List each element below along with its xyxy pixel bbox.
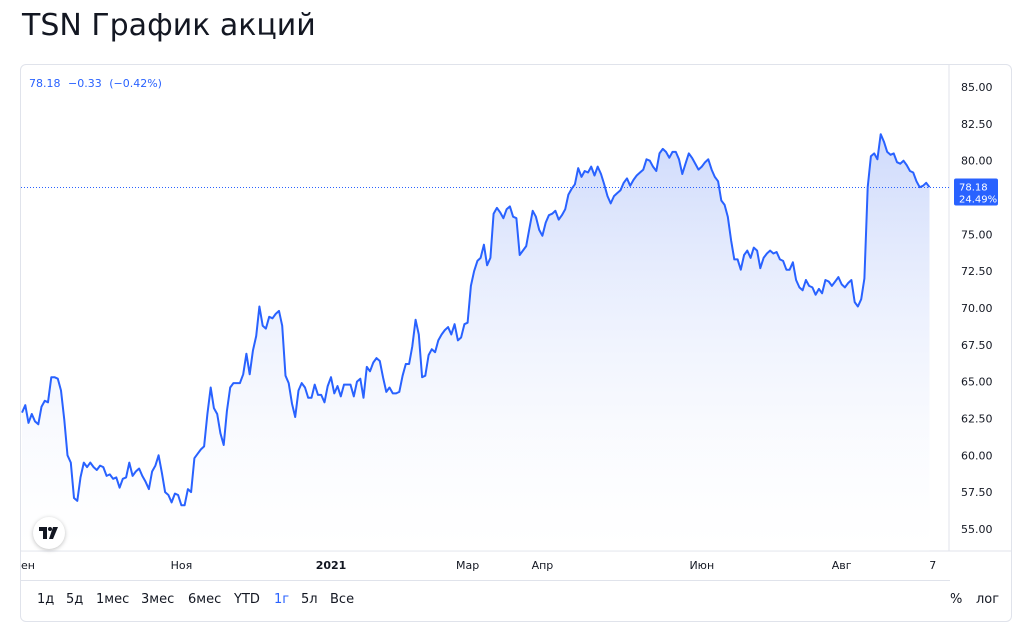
page-title: TSN График акций — [22, 8, 316, 43]
price-line — [21, 133, 931, 507]
y-tick-label: 82.50 — [961, 118, 993, 131]
range-button-all[interactable]: Все — [330, 592, 355, 607]
range-button-3m[interactable]: 3мес — [141, 592, 175, 607]
y-tick-label: 67.50 — [961, 339, 993, 352]
legend-change-pct: (−0.42%) — [109, 77, 162, 90]
range-button-ytd[interactable]: YTD — [234, 592, 260, 607]
y-tick-label: 60.00 — [961, 449, 993, 462]
y-tick-label: 72.50 — [961, 265, 993, 278]
price-badge-percent: 24.49% — [959, 195, 997, 206]
price-area — [22, 134, 930, 551]
x-tick-label: ен — [21, 559, 35, 572]
range-button-5y[interactable]: 5л — [301, 592, 318, 607]
x-tick-label: 7 — [929, 559, 936, 572]
y-tick-label: 55.00 — [961, 523, 993, 536]
price-chart[interactable]: 85.0082.5080.0077.5075.0072.5070.0067.50… — [21, 65, 1011, 621]
x-tick-label: Авг — [832, 559, 852, 572]
range-toolbar: 1д 5д 1мес 3мес 6мес YTD 1г 5л Все % лог — [20, 580, 1010, 616]
legend-change: −0.33 — [68, 77, 102, 90]
range-button-1y[interactable]: 1г — [274, 592, 290, 607]
y-tick-label: 62.50 — [961, 412, 993, 425]
y-tick-label: 70.00 — [961, 302, 993, 315]
price-legend: 78.18 −0.33 (−0.42%) — [29, 77, 166, 90]
price-badge-value: 78.18 — [959, 183, 988, 194]
x-tick-label: Мар — [456, 559, 479, 572]
y-tick-label: 65.00 — [961, 376, 993, 389]
x-tick-label: Апр — [532, 559, 554, 572]
chart-card[interactable]: 85.0082.5080.0077.5075.0072.5070.0067.50… — [20, 64, 1012, 622]
percent-scale-button[interactable]: % — [950, 592, 963, 607]
y-tick-label: 85.00 — [961, 81, 993, 94]
price-badge — [954, 178, 998, 206]
range-button-6m[interactable]: 6мес — [188, 592, 222, 607]
tradingview-logo-icon[interactable] — [33, 517, 65, 549]
range-button-1m[interactable]: 1мес — [96, 592, 130, 607]
range-button-1d[interactable]: 1д — [37, 592, 55, 607]
y-tick-label: 75.00 — [961, 228, 993, 241]
x-tick-label: Ноя — [171, 559, 193, 572]
log-scale-button[interactable]: лог — [976, 592, 1000, 607]
y-tick-label: 80.00 — [961, 155, 993, 168]
x-tick-label: 2021 — [316, 559, 347, 572]
x-tick-label: Июн — [689, 559, 714, 572]
toolbar-divider — [20, 580, 950, 581]
y-tick-label: 57.50 — [961, 486, 993, 499]
range-button-5d[interactable]: 5д — [66, 592, 84, 607]
legend-price: 78.18 — [29, 77, 61, 90]
